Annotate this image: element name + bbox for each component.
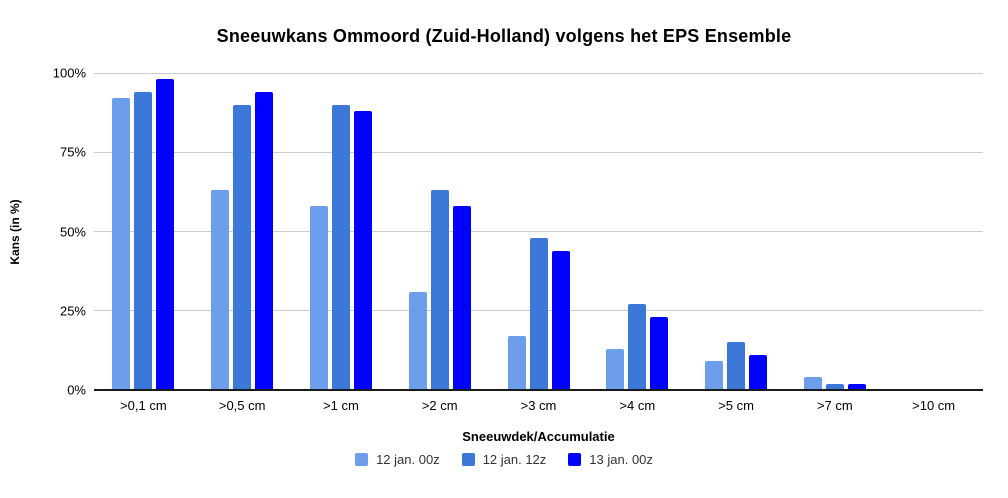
bar-groups xyxy=(94,73,983,390)
legend-label: 12 jan. 12z xyxy=(482,452,547,467)
bar-group xyxy=(390,73,489,390)
x-tick-label: >10 cm xyxy=(912,398,956,413)
bar[interactable] xyxy=(112,98,131,390)
x-axis-line xyxy=(94,389,983,391)
bar[interactable] xyxy=(825,383,844,390)
bar[interactable] xyxy=(255,92,274,390)
bar[interactable] xyxy=(211,190,230,390)
bar[interactable] xyxy=(408,291,427,390)
bar-group xyxy=(489,73,588,390)
bar[interactable] xyxy=(551,250,570,390)
x-tick-label: >4 cm xyxy=(619,398,656,413)
bar-group xyxy=(884,73,983,390)
legend-item[interactable]: 12 jan. 12z xyxy=(461,452,547,467)
y-axis-ticks: 0% 25% 50% 75% 100% xyxy=(0,66,86,398)
bar[interactable] xyxy=(628,304,647,390)
gridline xyxy=(94,151,983,153)
x-axis-ticks: >0,1 cm >0,5 cm >1 cm >2 cm >3 cm >4 cm >5 cm >… xyxy=(94,398,983,413)
bar[interactable] xyxy=(705,361,724,390)
legend-swatch-icon xyxy=(461,453,475,466)
gridline xyxy=(94,72,983,74)
bar-group xyxy=(687,73,786,390)
bar[interactable] xyxy=(650,317,669,390)
bar[interactable] xyxy=(529,237,548,390)
bar[interactable] xyxy=(134,92,153,390)
bar[interactable] xyxy=(353,111,372,390)
x-tick-label: >3 cm xyxy=(520,398,557,413)
chart-legend: 12 jan. 00z 12 jan. 12z 13 jan. 00z xyxy=(0,452,1008,467)
bar-group xyxy=(785,73,884,390)
x-tick-label: >0,5 cm xyxy=(218,398,266,413)
bar[interactable] xyxy=(452,206,471,390)
y-tick-label: 75% xyxy=(59,144,86,160)
legend-item[interactable]: 12 jan. 00z xyxy=(355,452,440,467)
x-axis-title: Sneeuwdek/Accumulatie xyxy=(462,429,615,444)
legend-swatch-icon xyxy=(355,453,369,466)
chart-title: Sneeuwkans Ommoord (Zuid-Holland) volgen… xyxy=(216,26,792,46)
x-tick-label: >0,1 cm xyxy=(120,398,167,413)
legend-label: 12 jan. 00z xyxy=(376,452,440,467)
x-tick-label: >7 cm xyxy=(816,398,853,413)
y-tick-label: 0% xyxy=(67,382,86,398)
bar-group xyxy=(588,73,687,390)
legend-item[interactable]: 13 jan. 00z xyxy=(568,452,653,467)
y-tick-label: 25% xyxy=(59,303,86,319)
legend-label: 13 jan. 00z xyxy=(589,452,653,467)
bar[interactable] xyxy=(803,377,822,390)
legend-swatch-icon xyxy=(568,453,582,466)
y-tick-label: 50% xyxy=(59,224,86,239)
bar-group xyxy=(94,73,193,390)
bar-group xyxy=(292,73,391,390)
x-tick-label: >1 cm xyxy=(323,398,359,413)
bar[interactable] xyxy=(233,104,252,390)
y-tick-label: 100% xyxy=(52,65,86,81)
bar[interactable] xyxy=(727,342,746,390)
bar[interactable] xyxy=(847,383,866,390)
bar[interactable] xyxy=(507,336,526,390)
bar[interactable] xyxy=(606,348,625,390)
x-tick-label: >2 cm xyxy=(421,398,458,413)
x-tick-label: >5 cm xyxy=(718,398,754,413)
plot-area xyxy=(94,72,983,391)
bar[interactable] xyxy=(309,206,328,390)
bar[interactable] xyxy=(331,104,350,390)
bar[interactable] xyxy=(749,355,768,390)
bar-group xyxy=(193,73,292,390)
bar[interactable] xyxy=(430,190,449,390)
bar[interactable] xyxy=(156,79,175,390)
gridline xyxy=(94,231,983,232)
